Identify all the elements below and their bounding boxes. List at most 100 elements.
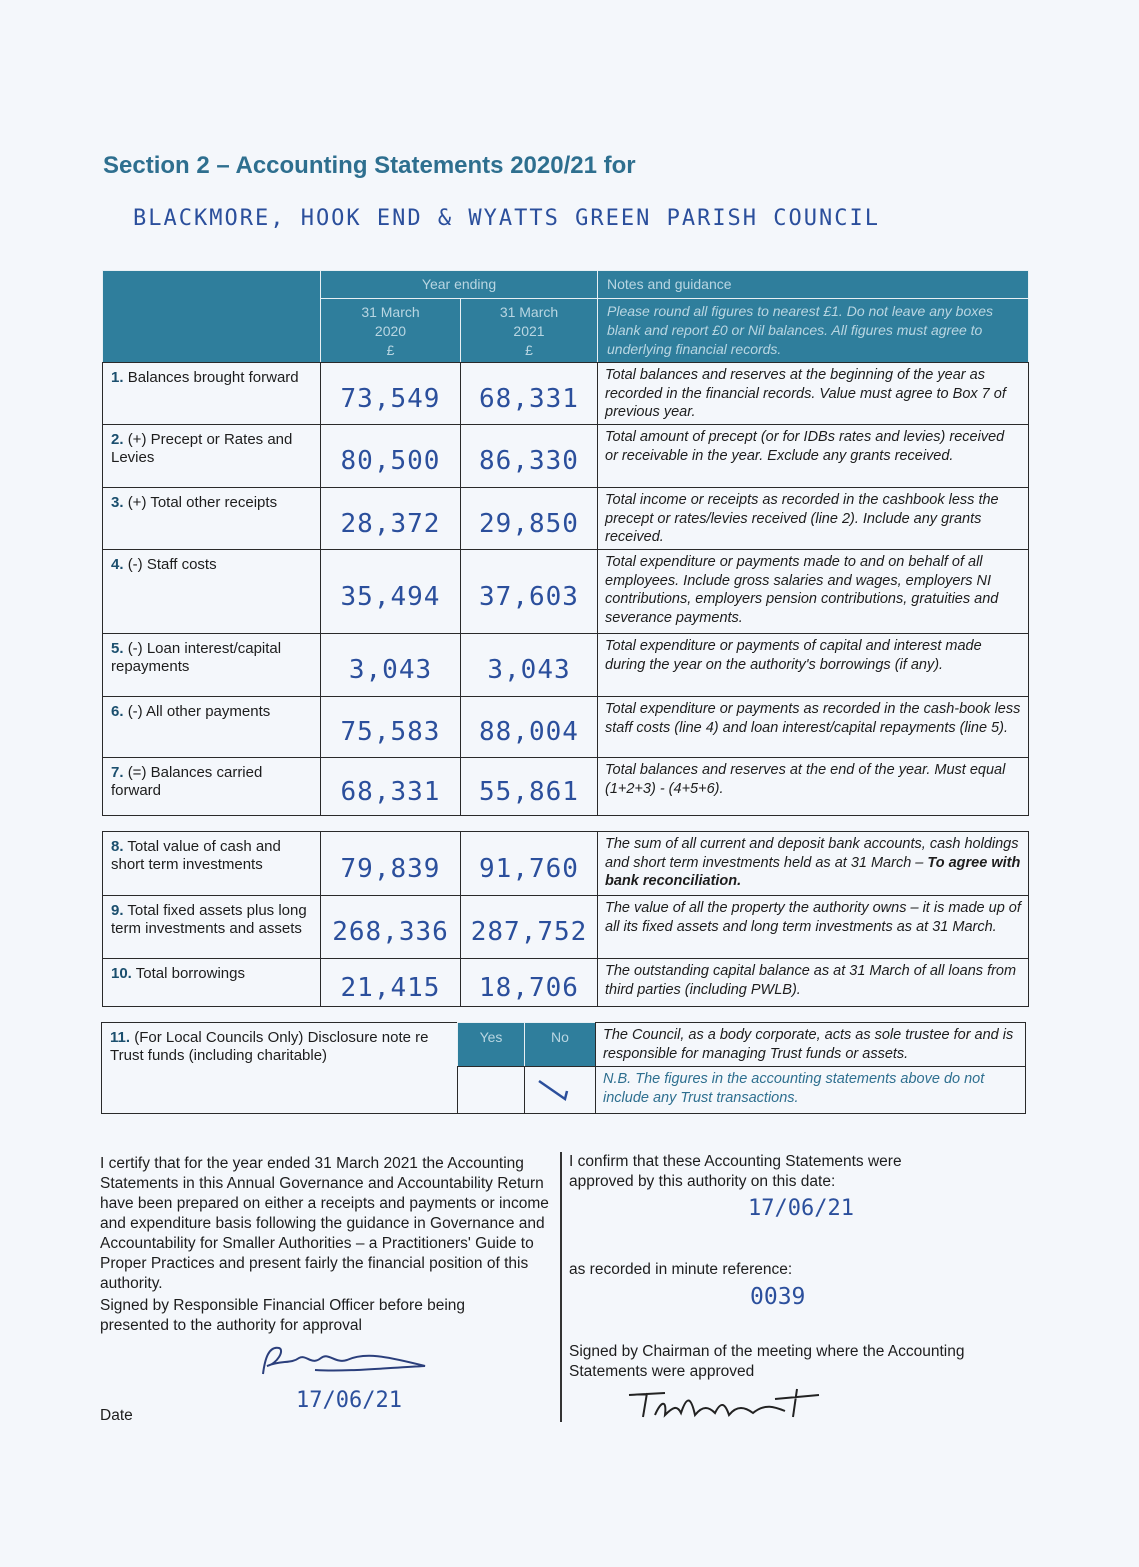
value-2021: 37,603	[460, 549, 598, 634]
row-label: (+) Total other receipts	[127, 494, 278, 511]
approval-statement: I confirm that these Accounting Statemen…	[569, 1153, 902, 1190]
approval-date: 17/06/21	[748, 1196, 854, 1221]
value-2020: 3,043	[320, 633, 461, 697]
row-notes: Total expenditure or payments made to an…	[597, 549, 1029, 634]
yes-box	[457, 1066, 525, 1114]
chair-signed-by: Signed by Chairman of the meeting where …	[569, 1343, 965, 1380]
section-title: Section 2 – Accounting Statements 2020/2…	[103, 152, 636, 179]
value-2021: 86,330	[460, 424, 598, 488]
value-2021: 68,331	[460, 362, 598, 425]
row-label-cell: 3. (+) Total other receipts	[102, 487, 321, 550]
date-label: Date	[100, 1407, 133, 1424]
value-2020: 35,494	[320, 549, 461, 634]
row-label-cell: 4. (-) Staff costs	[102, 549, 321, 634]
row-label-cell: 2. (+) Precept or Rates and Levies	[102, 424, 321, 488]
value-2021: 3,043	[460, 633, 598, 697]
row-notes: The sum of all current and deposit bank …	[597, 831, 1029, 896]
row-number: 3.	[111, 494, 124, 511]
row-number: 6.	[111, 703, 124, 720]
value-2020: 73,549	[320, 362, 461, 425]
chair-signature	[628, 1388, 820, 1418]
col-line: £	[525, 342, 533, 358]
row-notes: Total balances and reserves at the end o…	[597, 757, 1029, 816]
col-line: 2021	[513, 323, 545, 339]
notes-emphasis: To agree with bank reconciliation.	[605, 854, 1021, 890]
tick	[538, 1079, 569, 1102]
value-2020: 68,331	[320, 757, 461, 816]
notes-text: The value of all the property the author…	[605, 900, 1021, 935]
row-label-cell: 8. Total value of cash and short term in…	[102, 831, 321, 896]
guidance: Please round all figures to nearest £1. …	[597, 298, 1029, 363]
row-number: 8.	[111, 838, 124, 855]
notes-text: Total expenditure or payments as recorde…	[605, 701, 1021, 736]
row-label-cell: 7. (=) Balances carried forward	[102, 757, 321, 816]
col-line: 31 March	[361, 304, 420, 320]
row-label-cell: 10. Total borrowings	[102, 958, 321, 1007]
row-label: (-) Loan interest/capital repayments	[111, 640, 282, 675]
row-label: (-) Staff costs	[127, 556, 217, 573]
col-line: £	[386, 342, 395, 358]
notes-text: Total expenditure or payments made to an…	[605, 554, 999, 626]
minute-reference: 0039	[750, 1284, 806, 1310]
value-2020: 75,583	[320, 696, 461, 758]
row-label: (+) Precept or Rates and Levies	[111, 431, 293, 466]
notes-text: The sum of all current and deposit bank …	[605, 836, 1019, 871]
row-notes: Total expenditure or payments of capital…	[597, 633, 1029, 697]
row-number: 2.	[111, 431, 124, 448]
row-notes: Total expenditure or payments as recorde…	[597, 696, 1029, 758]
no-heading: No	[524, 1022, 596, 1067]
rfo-signed-by: Signed by Responsible Financial Officer …	[100, 1297, 466, 1334]
value-2021: 287,752	[460, 895, 598, 959]
rfo-date: 17/06/21	[296, 1388, 402, 1413]
row-notes: Total balances and reserves at the begin…	[597, 362, 1029, 425]
value-2020: 28,372	[320, 487, 461, 550]
value-2021: 55,861	[460, 757, 598, 816]
value-2021: 88,004	[460, 696, 598, 758]
value-2020: 79,839	[320, 831, 461, 896]
value-2021: 18,706	[460, 958, 598, 1007]
row-number: 9.	[111, 902, 124, 919]
row-label: Balances brought forward	[127, 369, 299, 386]
notes-text: Total income or receipts as recorded in …	[605, 492, 999, 545]
col-2021: 31 March 2021 £	[460, 298, 598, 363]
row-number: 10.	[111, 965, 132, 982]
row-label: Total value of cash and short term inves…	[111, 838, 281, 873]
notes-text: Total expenditure or payments of capital…	[605, 638, 982, 673]
rfo-signature	[262, 1346, 426, 1375]
trust-label: 11. (For Local Councils Only) Disclosure…	[101, 1022, 458, 1114]
row-label-cell: 6. (-) All other payments	[102, 696, 321, 758]
trust-notes: The Council, as a body corporate, acts a…	[595, 1022, 1026, 1067]
notes-text: Total balances and reserves at the begin…	[605, 367, 1006, 420]
value-2021: 91,760	[460, 831, 598, 896]
row-label: (-) All other payments	[127, 703, 271, 720]
value-2020: 21,415	[320, 958, 461, 1007]
row-number: 4.	[111, 556, 124, 573]
value-2021: 29,850	[460, 487, 598, 550]
row-label-cell: 5. (-) Loan interest/capital repayments	[102, 633, 321, 697]
row-notes: Total amount of precept (or for IDBs rat…	[597, 424, 1029, 488]
row-label: Total borrowings	[135, 965, 245, 982]
yes-heading: Yes	[457, 1022, 525, 1067]
notes-text: Total amount of precept (or for IDBs rat…	[605, 429, 1005, 464]
row-notes: The value of all the property the author…	[597, 895, 1029, 959]
notes-text: The outstanding capital balance as at 31…	[605, 963, 1017, 998]
value-2020: 80,500	[320, 424, 461, 488]
row-notes: The outstanding capital balance as at 31…	[597, 958, 1029, 1007]
value-2020: 268,336	[320, 895, 461, 959]
authority-name: BLACKMORE, HOOK END & WYATTS GREEN PARIS…	[133, 206, 881, 231]
row-number: 1.	[111, 369, 124, 386]
row-label-cell: 1. Balances brought forward	[102, 362, 321, 425]
row-notes: Total income or receipts as recorded in …	[597, 487, 1029, 550]
rfo-statement: I certify that for the year ended 31 Mar…	[100, 1155, 549, 1292]
col-line: 2020	[374, 323, 407, 339]
col-2020: 31 March 2020 £	[320, 298, 461, 363]
trust-nb: N.B. The figures in the accounting state…	[595, 1066, 1026, 1114]
notes-text: Total balances and reserves at the end o…	[605, 762, 1006, 797]
row-label-cell: 9. Total fixed assets plus long term inv…	[102, 895, 321, 959]
row-number: 5.	[111, 640, 124, 657]
row-label: (=) Balances carried forward	[111, 764, 263, 799]
row-number: 11.	[110, 1029, 131, 1046]
row-label: (For Local Councils Only) Disclosure not…	[110, 1029, 429, 1064]
minute-label: as recorded in minute reference:	[569, 1261, 793, 1278]
